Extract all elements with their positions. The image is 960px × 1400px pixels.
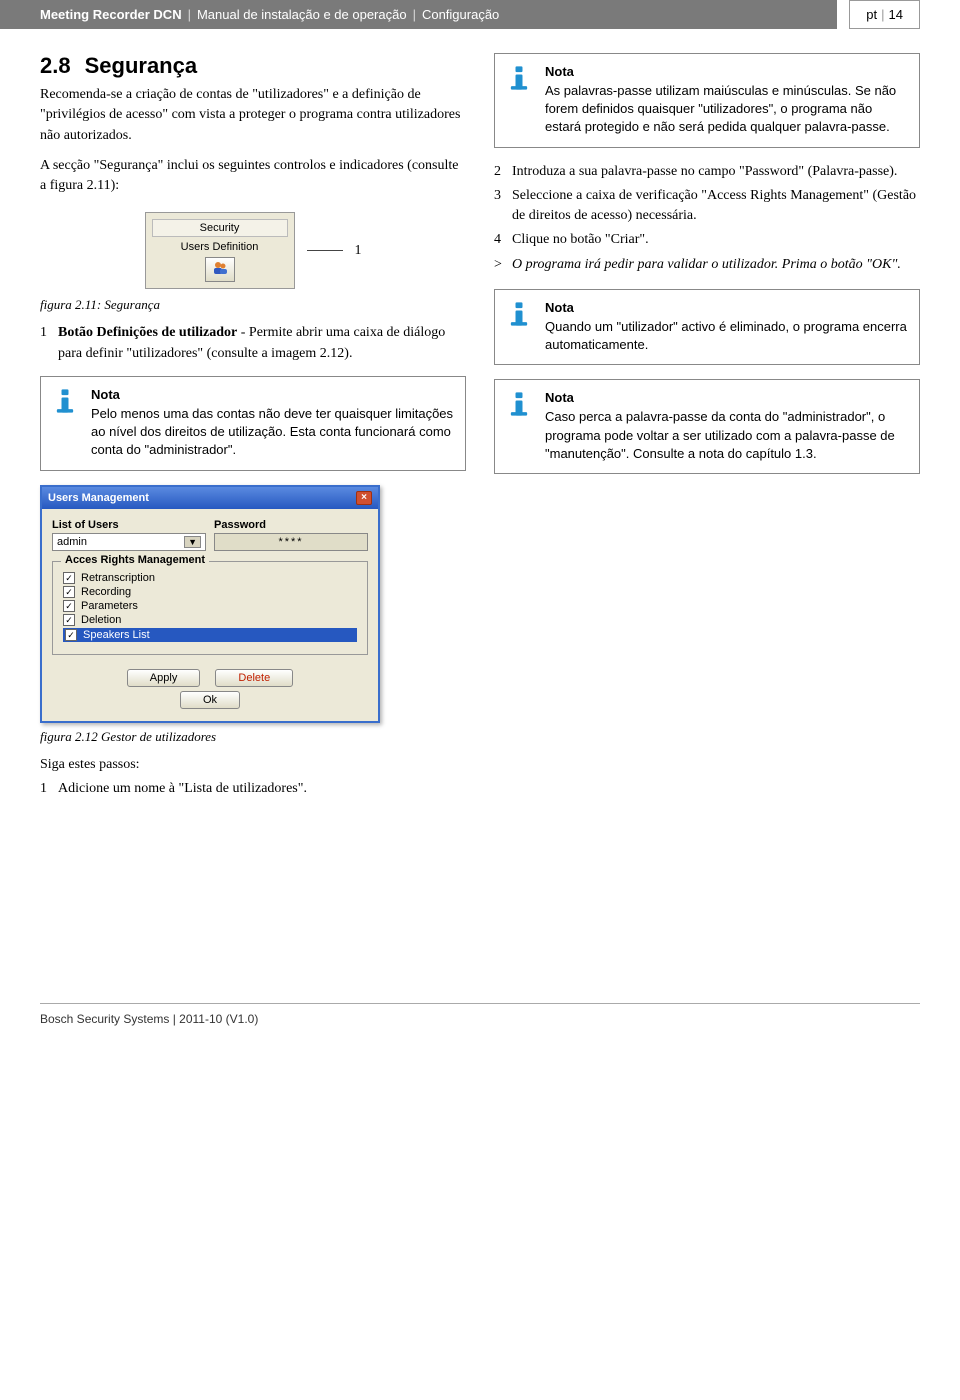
info-icon xyxy=(505,64,533,92)
header-section: Configuração xyxy=(422,7,499,22)
steps-intro: Siga estes passos: xyxy=(40,755,466,775)
step-1: Adicione um nome à "Lista de utilizadore… xyxy=(58,779,307,799)
apply-button[interactable]: Apply xyxy=(127,669,201,687)
info-icon xyxy=(505,390,533,418)
steps-list-left: 1Adicione um nome à "Lista de utilizador… xyxy=(40,779,466,799)
checkbox-retranscription[interactable]: ✓Retranscription xyxy=(63,572,357,584)
group-label: Acces Rights Management xyxy=(61,554,209,566)
note-body: As palavras-passe utilizam maiúsculas e … xyxy=(545,82,909,137)
legend-num: 1 xyxy=(40,323,58,364)
users-definition-button[interactable] xyxy=(205,257,235,282)
steps-list-right: 2Introduza a sua palavra-passe no campo … xyxy=(494,162,920,275)
checkbox-recording[interactable]: ✓Recording xyxy=(63,586,357,598)
delete-button[interactable]: Delete xyxy=(215,669,293,687)
password-field[interactable]: **** xyxy=(214,533,368,551)
breadcrumb: Meeting Recorder DCN | Manual de instala… xyxy=(0,0,837,29)
figure-caption-1: figura 2.11: Segurança xyxy=(40,297,466,313)
security-panel: Security Users Definition xyxy=(145,212,295,289)
header-manual: Manual de instalação e de operação xyxy=(197,7,407,22)
note-body: Quando um "utilizador" activo é eliminad… xyxy=(545,318,909,354)
legend-list: 1 Botão Definições de utilizador - Permi… xyxy=(40,323,466,364)
page-header: Meeting Recorder DCN | Manual de instala… xyxy=(0,0,960,29)
note-lost-password: Nota Caso perca a palavra-passe da conta… xyxy=(494,379,920,474)
note-title: Nota xyxy=(545,300,909,315)
list-of-users-label: List of Users xyxy=(52,519,206,531)
step-2: Introduza a sua palavra-passe no campo "… xyxy=(512,162,897,182)
info-icon xyxy=(51,387,79,415)
checkbox-parameters[interactable]: ✓Parameters xyxy=(63,600,357,612)
callout-1: 1 xyxy=(355,243,362,259)
section-heading: 2.8 Segurança xyxy=(40,53,466,79)
figure-security-panel: Security Users Definition 1 xyxy=(40,212,466,289)
note-user-deleted: Nota Quando um "utilizador" activo é eli… xyxy=(494,289,920,365)
password-label: Password xyxy=(214,519,368,531)
step-4: Clique no botão "Criar". xyxy=(512,230,649,250)
checkbox-deletion[interactable]: ✓Deletion xyxy=(63,614,357,626)
step-3: Seleccione a caixa de verificação "Acces… xyxy=(512,186,920,227)
header-page: 14 xyxy=(889,7,903,22)
ok-button[interactable]: Ok xyxy=(180,691,240,709)
close-icon[interactable]: × xyxy=(356,491,372,505)
note-admin-account: Nota Pelo menos uma das contas não deve … xyxy=(40,376,466,471)
page-footer: Bosch Security Systems | 2011-10 (V1.0) xyxy=(40,1003,920,1026)
heading-title: Segurança xyxy=(85,53,198,78)
heading-number: 2.8 xyxy=(40,53,71,78)
legend-bold: Botão Definições de utilizador xyxy=(58,325,237,340)
users-icon xyxy=(212,260,228,276)
intro-p2: A secção "Segurança" inclui os seguintes… xyxy=(40,156,466,197)
note-body: Pelo menos uma das contas não deve ter q… xyxy=(91,405,455,460)
note-password-case: Nota As palavras-passe utilizam maiúscul… xyxy=(494,53,920,148)
access-rights-group: Acces Rights Management ✓Retranscription… xyxy=(52,561,368,655)
header-lang: pt xyxy=(866,7,877,22)
security-panel-sub: Users Definition xyxy=(152,241,288,253)
note-title: Nota xyxy=(91,387,455,402)
step-result: O programa irá pedir para validar o util… xyxy=(512,255,901,275)
security-panel-title: Security xyxy=(152,219,288,237)
page-indicator: pt | 14 xyxy=(849,0,920,29)
users-management-dialog: Users Management × List of Users admin ▼ xyxy=(40,485,380,723)
user-dropdown[interactable]: admin ▼ xyxy=(52,533,206,551)
info-icon xyxy=(505,300,533,328)
header-product: Meeting Recorder DCN xyxy=(40,7,182,22)
figure-caption-2: figura 2.12 Gestor de utilizadores xyxy=(40,729,466,745)
note-title: Nota xyxy=(545,64,909,79)
note-body: Caso perca a palavra-passe da conta do "… xyxy=(545,408,909,463)
user-dropdown-value: admin xyxy=(57,536,87,548)
note-title: Nota xyxy=(545,390,909,405)
intro-p1: Recomenda-se a criação de contas de "uti… xyxy=(40,85,466,146)
chevron-down-icon: ▼ xyxy=(184,536,201,548)
checkbox-speakers-list[interactable]: ✓Speakers List xyxy=(63,628,357,642)
dialog-title: Users Management xyxy=(48,492,149,504)
